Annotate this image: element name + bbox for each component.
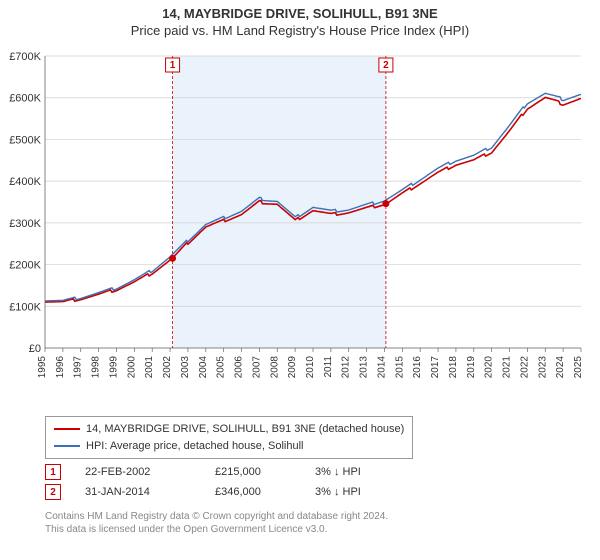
svg-text:£300K: £300K <box>9 218 41 230</box>
marker-price-0: £215,000 <box>215 466 315 478</box>
footnote-line1: Contains HM Land Registry data © Crown c… <box>45 510 585 523</box>
svg-text:2005: 2005 <box>216 356 227 379</box>
svg-text:1997: 1997 <box>73 356 84 379</box>
svg-text:2002: 2002 <box>162 356 173 379</box>
svg-text:2017: 2017 <box>430 356 441 379</box>
svg-text:1996: 1996 <box>55 356 66 379</box>
titles-block: 14, MAYBRIDGE DRIVE, SOLIHULL, B91 3NE P… <box>0 0 600 38</box>
marker-date-1: 31-JAN-2014 <box>85 486 215 498</box>
svg-text:2019: 2019 <box>466 356 477 379</box>
legend-label-0: 14, MAYBRIDGE DRIVE, SOLIHULL, B91 3NE (… <box>86 421 404 438</box>
svg-text:2: 2 <box>383 60 389 71</box>
svg-text:2024: 2024 <box>555 356 566 379</box>
chart-svg: £0£100K£200K£300K£400K£500K£600K£700K199… <box>45 52 587 384</box>
svg-text:2014: 2014 <box>376 356 387 379</box>
marker-badge-0: 1 <box>45 464 61 480</box>
marker-date-0: 22-FEB-2002 <box>85 466 215 478</box>
svg-text:£600K: £600K <box>9 93 41 105</box>
svg-text:2010: 2010 <box>305 356 316 379</box>
svg-text:2000: 2000 <box>126 356 137 379</box>
svg-text:2022: 2022 <box>519 356 530 379</box>
svg-text:£700K: £700K <box>9 51 41 63</box>
footnote: Contains HM Land Registry data © Crown c… <box>45 510 585 536</box>
svg-text:2015: 2015 <box>394 356 405 379</box>
title-sub: Price paid vs. HM Land Registry's House … <box>0 23 600 38</box>
svg-text:2020: 2020 <box>484 356 495 379</box>
svg-text:2011: 2011 <box>323 356 334 378</box>
svg-text:2023: 2023 <box>537 356 548 379</box>
svg-text:2013: 2013 <box>359 356 370 379</box>
svg-text:2012: 2012 <box>341 356 352 379</box>
marker-row-0: 1 22-FEB-2002 £215,000 3% ↓ HPI <box>45 462 587 482</box>
marker-price-1: £346,000 <box>215 486 315 498</box>
svg-text:2001: 2001 <box>144 356 155 379</box>
marker-badge-1: 2 <box>45 484 61 500</box>
svg-text:2003: 2003 <box>180 356 191 379</box>
svg-text:1999: 1999 <box>108 356 119 379</box>
legend-swatch-1 <box>54 445 80 447</box>
svg-text:£500K: £500K <box>9 134 41 146</box>
svg-text:2007: 2007 <box>251 356 262 379</box>
svg-text:2016: 2016 <box>412 356 423 379</box>
svg-text:1: 1 <box>170 60 176 71</box>
svg-text:2025: 2025 <box>573 356 584 379</box>
svg-text:£200K: £200K <box>9 260 41 272</box>
legend-label-1: HPI: Average price, detached house, Soli… <box>86 438 304 455</box>
chart-area: £0£100K£200K£300K£400K£500K£600K£700K199… <box>45 52 587 384</box>
legend: 14, MAYBRIDGE DRIVE, SOLIHULL, B91 3NE (… <box>45 416 413 459</box>
legend-row-0: 14, MAYBRIDGE DRIVE, SOLIHULL, B91 3NE (… <box>54 421 404 438</box>
legend-row-1: HPI: Average price, detached house, Soli… <box>54 438 404 455</box>
marker-row-1: 2 31-JAN-2014 £346,000 3% ↓ HPI <box>45 482 587 502</box>
marker-diff-1: 3% ↓ HPI <box>315 486 435 498</box>
footnote-line2: This data is licensed under the Open Gov… <box>45 523 585 536</box>
legend-swatch-0 <box>54 428 80 430</box>
svg-text:2021: 2021 <box>502 356 513 379</box>
svg-text:1998: 1998 <box>91 356 102 379</box>
svg-text:£0: £0 <box>29 343 41 355</box>
chart-container: 14, MAYBRIDGE DRIVE, SOLIHULL, B91 3NE P… <box>0 0 600 560</box>
title-main: 14, MAYBRIDGE DRIVE, SOLIHULL, B91 3NE <box>0 6 600 21</box>
marker-diff-0: 3% ↓ HPI <box>315 466 435 478</box>
svg-text:2009: 2009 <box>287 356 298 379</box>
svg-text:£100K: £100K <box>9 301 41 313</box>
svg-text:1995: 1995 <box>37 356 48 379</box>
svg-text:2004: 2004 <box>198 356 209 379</box>
svg-text:2006: 2006 <box>234 356 245 379</box>
svg-text:2018: 2018 <box>448 356 459 379</box>
svg-text:£400K: £400K <box>9 176 41 188</box>
svg-text:2008: 2008 <box>269 356 280 379</box>
marker-table: 1 22-FEB-2002 £215,000 3% ↓ HPI 2 31-JAN… <box>45 462 587 502</box>
